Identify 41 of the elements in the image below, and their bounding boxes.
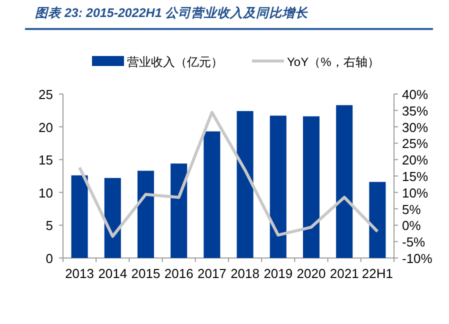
bar [71,175,88,258]
y-tick-label: 10 [38,185,53,200]
chart-title: 图表 23: 2015-2022H1 公司营业收入及同比增长 [35,6,310,20]
y2-tick-label: 5% [402,202,422,217]
y2-tick-label: 30% [402,120,428,135]
bar [204,131,220,258]
x-tick-label: 22H1 [362,266,393,281]
y-tick-label: 25 [38,87,53,102]
x-tick-label: 2020 [296,266,326,281]
bar [170,164,188,258]
y2-tick-label: 10% [402,185,428,200]
x-tick-label: 2018 [230,266,260,281]
bar [270,116,286,258]
y-tick-label: 0 [46,251,53,266]
y-tick-label: 15 [38,152,53,168]
x-tick-label: 2015 [131,266,160,281]
y2-tick-label: 0% [402,218,422,234]
x-tick-label: 2016 [164,266,194,281]
y2-tick-label: -10% [402,251,433,266]
legend-label: YoY（%，右轴） [287,55,380,69]
x-tick-label: 2013 [65,266,94,281]
bar [236,111,254,258]
bar [104,178,121,258]
y2-tick-label: 15% [402,169,428,184]
bar [302,116,320,258]
x-tick-label: 2021 [330,266,359,281]
y-tick-label: 20 [38,120,53,135]
y2-tick-label: 35% [402,103,428,118]
y2-tick-label: -5% [402,234,426,250]
x-tick-label: 2014 [98,266,128,281]
x-tick-label: 2019 [264,266,293,281]
line-series [78,110,379,238]
bar [369,182,386,258]
legend-label: 营业收入（亿元） [127,55,223,69]
x-tick-label: 2017 [197,266,226,281]
y2-tick-label: 20% [402,152,428,168]
y2-tick-label: 25% [402,136,428,152]
bar [336,105,353,258]
y-tick-label: 5 [46,218,53,234]
y2-tick-label: 40% [402,87,428,102]
bar [137,170,154,258]
